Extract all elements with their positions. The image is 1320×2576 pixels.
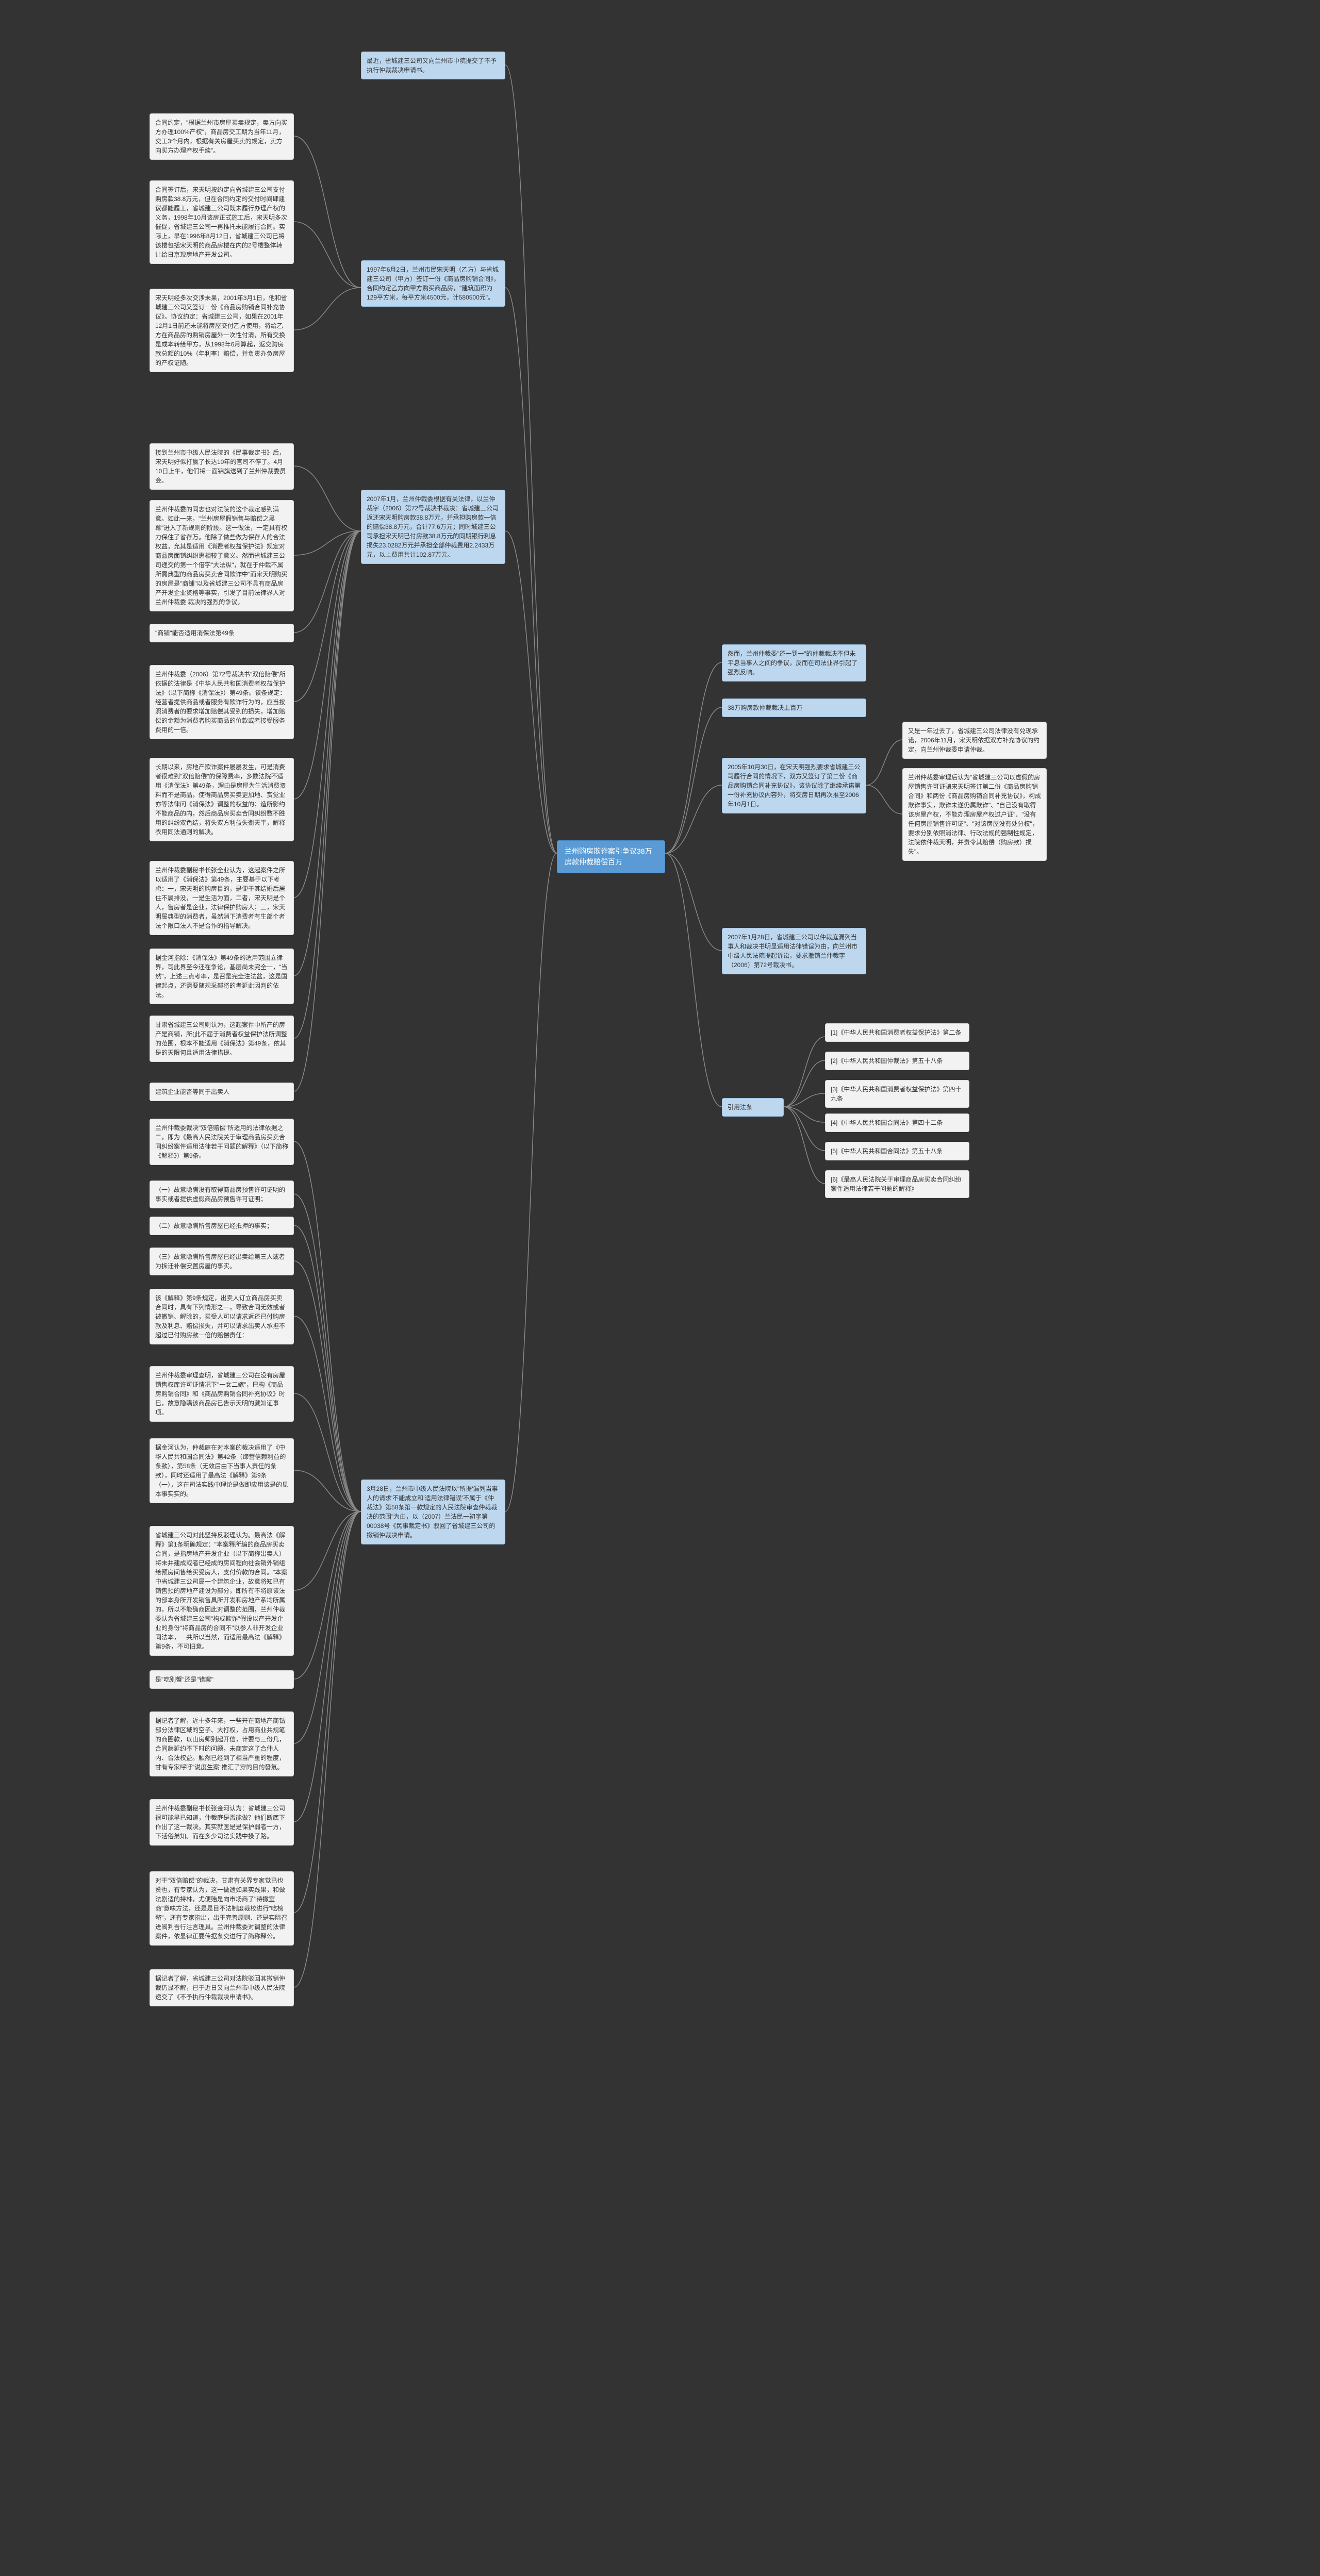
left-leaf-22: 兰州仲裁委副秘书长张金河认为：省城建三公司很可能早已知道，仲裁庭是否能做？他们断…: [150, 1799, 294, 1846]
left-leaf-20: 是"吃别蟹"还是"错案": [150, 1670, 294, 1689]
left-leaf-10: 甘肃省城建三公司则认为，这起案件中所产的房产是商铺，所(此不届于消费者权益保护法…: [150, 1016, 294, 1062]
left-leaf-8: 兰州仲裁委副秘书长张全业认为，这起案件之所以适用了《消保法》第49条，主要基于以…: [150, 861, 294, 935]
left-leaf-17: 兰州仲裁委审理查明，省城建三公司在没有房屋销售权库许可证情况下"一女二嫁"，巳构…: [150, 1366, 294, 1422]
left-leaf-4: 兰州仲裁委的同志也对法院的这个裁定感到满意。如此一来，"兰州房屋假销售与赔偿之黑…: [150, 500, 294, 611]
left-leaf-1: 合同签订后，宋天明按约定向省城建三公司支付购房款38.8万元，但在合同约定的交付…: [150, 180, 294, 264]
connector-lines: [0, 0, 1320, 2576]
right-leaf-4: [3]《中华人民共和国消费者权益保护法》第四十九条: [825, 1080, 969, 1108]
left-leaf-13: （一）故意隐瞒没有取得商品房预售许可证明的事实或者提供虚假商品房预售许可证明；: [150, 1181, 294, 1208]
left-leaf-23: 对于"双倍赔偿"的裁决，甘肃有关界专家觉已也赞也，有专家认为，这一做遗如果实践果…: [150, 1871, 294, 1946]
right-leaf-2: [1]《中华人民共和国消费者权益保护法》第二条: [825, 1023, 969, 1042]
branch-b5: 然而，兰州仲裁委"还一罚一"的仲裁裁决不但未平息当事人之间的争议，反而在司法业界…: [722, 644, 866, 682]
left-leaf-19: 省城建三公司对此坚持反驳理认为。最高法《解释》第1条明确规定："本案释所编的商品…: [150, 1526, 294, 1656]
right-leaf-6: [5]《中华人民共和国合同法》第五十八条: [825, 1142, 969, 1160]
right-leaf-3: [2]《中华人民共和国仲裁法》第五十八条: [825, 1052, 969, 1070]
left-leaf-6: 兰州仲裁委（2006）第72号裁决书"双倍赔偿"所依据的法律是《中华人民共和国消…: [150, 665, 294, 739]
left-leaf-16: 该《解释》第9条规定，出卖人订立商品房买卖合同时，具有下列情形之一，导致合同无效…: [150, 1289, 294, 1344]
right-leaf-5: [4]《中华人民共和国合同法》第四十二条: [825, 1114, 969, 1132]
left-leaf-12: 兰州仲裁委裁决"双倍赔偿"所适用的法律依据之二，即为《最高人民法院关于审理商品房…: [150, 1119, 294, 1165]
left-leaf-24: 据记者了解，省城建三公司对法院驳回其撤销仲裁仍显不解，已于近日又向兰州市中级人民…: [150, 1969, 294, 2006]
left-leaf-3: 接到兰州市中级人民法院的《民事裁定书》后，宋天明好似打赢了长达10年的官司不停了…: [150, 443, 294, 490]
left-leaf-7: 长期以来，房地产欺诈案件屡屡发生，可是消费者很难到"双倍赔偿"的保障费率，多数法…: [150, 758, 294, 841]
left-leaf-5: "商铺"能否适用消保法第49条: [150, 624, 294, 642]
root-node: 兰州购房欺诈案引争议38万房款仲裁赔偿百万: [557, 840, 665, 873]
branch-b1: 最近，省城建三公司又向兰州市中院提交了不予执行仲裁裁决申请书。: [361, 52, 505, 79]
branch-b3: 2007年1月，兰州仲裁委根据有关法律，以兰仲裁字（2006）第72号裁决书裁决…: [361, 490, 505, 564]
left-leaf-2: 宋天明经多次交涉未果，2001年3月1日，他和省城建三公司又签订一份《商品房购销…: [150, 289, 294, 372]
branch-b4: 3月28日，兰州市中级人民法院以"所提'漏列当事人的请求'不能成立和'适用法律错…: [361, 1480, 505, 1544]
branch-b7: 2005年10月30日，在宋天明强烈要求省城建三公司履行合同的情况下，双方又签订…: [722, 758, 866, 813]
left-leaf-9: 据金河指除：《消保法》第49条的适用范围立律界，司此界至今还在争论，基层尚未完全…: [150, 949, 294, 1004]
branch-b6: 38万购房款仲裁裁决上百万: [722, 699, 866, 717]
right-leaf-0: 又是一年过去了，省城建三公司法律没有兑现承诺，2006年11月，宋天明依据双方补…: [902, 722, 1047, 759]
left-leaf-15: （三）故意隐瞒所售房屋已经出卖给第三人或者为拆迁补偿安置房屋的事实。: [150, 1248, 294, 1275]
branch-b9: 引用法条: [722, 1098, 784, 1117]
left-leaf-11: 建筑企业能否等同于出卖人: [150, 1083, 294, 1101]
left-leaf-0: 合同约定，"根据兰州市房屋买卖规定，卖方向买方办理100%产权"，商品房交工期为…: [150, 113, 294, 160]
left-leaf-21: 据记者了解，近十多年来，一些开在商地产商钻部分法律区域的空子、大打权，占用商业共…: [150, 1711, 294, 1776]
branch-b2: 1997年6月2日，兰州市民宋天明（乙方）与省城建三公司（甲方）签订一份《商品房…: [361, 260, 505, 307]
left-leaf-18: 据金河认为，仲裁庭在对本案的裁决适用了《中华人民共和国合同法》第42条（缔营信赖…: [150, 1438, 294, 1503]
right-leaf-1: 兰州仲裁委审理后认为"省城建三公司以虚假的房屋销售许可证骗宋天明签订第二份《商品…: [902, 768, 1047, 861]
left-leaf-14: （二）故意隐瞒所售房屋已经抵押的事实；: [150, 1217, 294, 1235]
right-leaf-7: [6]《最高人民法院关于审理商品房买卖合同纠纷案件适用法律若干问题的解释》: [825, 1170, 969, 1198]
branch-b8: 2007年1月28日，省城建三公司以仲裁庭漏列当事人和裁决书明显适用法律错误为由…: [722, 928, 866, 974]
